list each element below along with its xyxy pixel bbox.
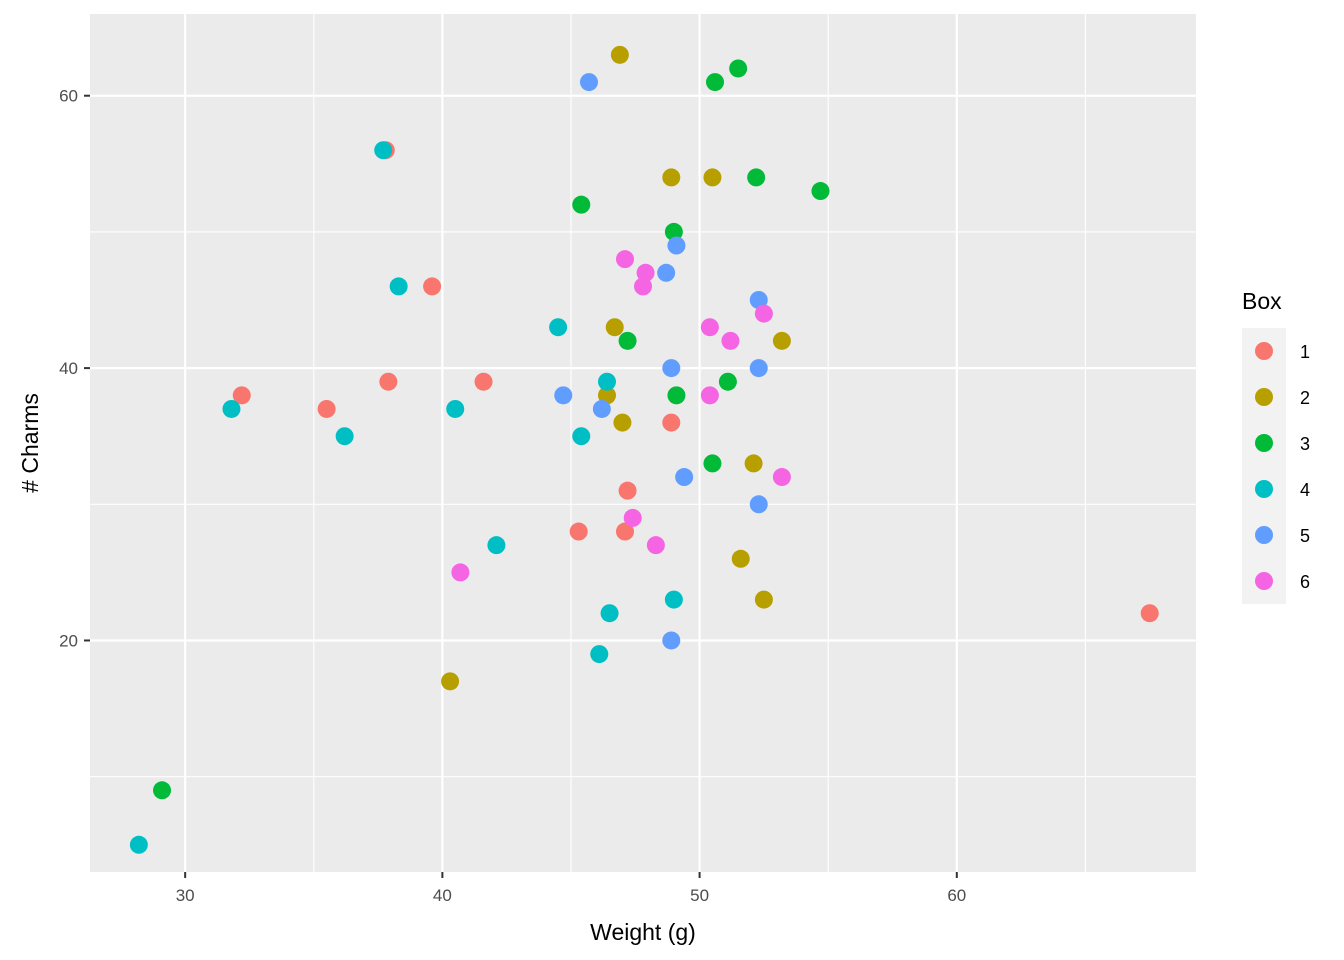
legend-key-5 (1255, 526, 1273, 544)
data-point-box-2 (597, 386, 616, 405)
data-point-box-3 (718, 372, 737, 391)
data-point-box-1 (232, 386, 251, 405)
legend-label-3: 3 (1300, 434, 1310, 454)
x-tick-label: 50 (690, 886, 709, 905)
data-point-box-6 (721, 331, 740, 350)
legend-key-2 (1255, 388, 1273, 406)
data-point-box-2 (610, 45, 629, 64)
data-point-box-4 (572, 427, 591, 446)
data-point-box-6 (615, 250, 634, 269)
data-point-box-4 (597, 372, 616, 391)
data-point-box-4 (222, 399, 241, 418)
y-tick-label: 20 (59, 631, 78, 650)
legend-key-6 (1255, 572, 1273, 590)
data-point-box-6 (451, 563, 470, 582)
data-point-box-4 (446, 399, 465, 418)
data-point-box-4 (389, 277, 408, 296)
data-point-box-2 (605, 318, 624, 337)
data-point-box-5 (675, 468, 694, 487)
plot-panel (90, 14, 1196, 872)
legend-label-1: 1 (1300, 342, 1310, 362)
data-point-box-3 (153, 781, 172, 800)
legend-label-2: 2 (1300, 388, 1310, 408)
data-point-box-2 (703, 168, 722, 187)
data-point-box-2 (613, 413, 632, 432)
data-point-box-5 (592, 399, 611, 418)
data-point-box-4 (129, 835, 148, 854)
data-point-box-4 (600, 604, 619, 623)
legend-key-3 (1255, 434, 1273, 452)
data-point-box-1 (1140, 604, 1159, 623)
data-point-box-6 (634, 277, 652, 296)
legend-label-5: 5 (1300, 526, 1310, 546)
data-point-box-2 (662, 168, 681, 187)
data-point-box-2 (441, 672, 460, 691)
data-point-box-6 (623, 508, 642, 527)
x-tick-label: 40 (433, 886, 452, 905)
legend-title: Box (1242, 288, 1282, 314)
y-axis-title: # Charms (17, 393, 43, 493)
data-point-box-2 (731, 549, 750, 568)
data-point-box-5 (662, 631, 681, 650)
data-point-box-1 (317, 399, 336, 418)
x-axis-title: Weight (g) (590, 919, 696, 945)
data-point-box-5 (662, 359, 681, 378)
data-point-box-5 (667, 236, 686, 255)
data-point-box-3 (747, 168, 766, 187)
data-point-box-6 (646, 536, 665, 555)
legend-key-background (1242, 328, 1286, 604)
data-point-box-6 (636, 263, 655, 282)
legend: Box 1 2 3 4 5 6 (1242, 288, 1310, 604)
data-point-box-3 (706, 73, 725, 92)
data-point-box-5 (749, 291, 768, 309)
y-tick-label: 60 (59, 87, 78, 106)
data-point-box-5 (749, 359, 768, 378)
legend-key-1 (1255, 342, 1273, 360)
legend-label-4: 4 (1300, 480, 1310, 500)
data-points (129, 45, 1159, 854)
data-point-box-6 (772, 468, 791, 487)
data-point-box-5 (554, 386, 573, 405)
data-point-box-1 (662, 413, 681, 432)
data-point-box-5 (749, 495, 768, 514)
axis-ticks: 30 40 50 60 20 40 60 (59, 87, 966, 905)
x-tick-label: 60 (947, 886, 966, 905)
data-point-box-1 (618, 481, 637, 500)
data-point-box-3 (667, 386, 686, 405)
data-point-box-3 (703, 454, 722, 473)
data-point-box-2 (772, 331, 791, 350)
data-point-box-5 (579, 73, 598, 92)
x-tick-label: 30 (176, 886, 195, 905)
data-point-box-2 (744, 454, 763, 473)
data-point-box-4 (374, 141, 393, 160)
data-point-box-4 (549, 318, 568, 337)
data-point-box-3 (729, 59, 748, 78)
data-point-box-3 (572, 195, 591, 214)
data-point-box-1 (379, 372, 398, 391)
legend-key-4 (1255, 480, 1273, 498)
data-point-box-4 (590, 645, 609, 664)
data-point-box-3 (664, 222, 683, 241)
grid-major (90, 14, 1196, 872)
data-point-box-4 (335, 427, 354, 446)
grid-minor (90, 14, 1196, 872)
data-point-box-6 (700, 386, 719, 405)
data-point-box-3 (811, 182, 830, 201)
data-point-box-4 (487, 536, 506, 555)
y-tick-label: 40 (59, 359, 78, 378)
data-point-box-4 (664, 590, 683, 609)
data-point-box-6 (700, 318, 719, 337)
data-point-box-5 (657, 263, 676, 282)
data-point-box-1 (615, 522, 634, 541)
legend-label-6: 6 (1300, 572, 1310, 592)
data-point-box-1 (569, 522, 588, 541)
data-point-box-1 (423, 277, 442, 296)
data-point-box-3 (618, 331, 637, 350)
data-point-box-1 (474, 372, 493, 391)
data-point-box-2 (754, 590, 773, 609)
data-point-box-6 (754, 304, 773, 323)
